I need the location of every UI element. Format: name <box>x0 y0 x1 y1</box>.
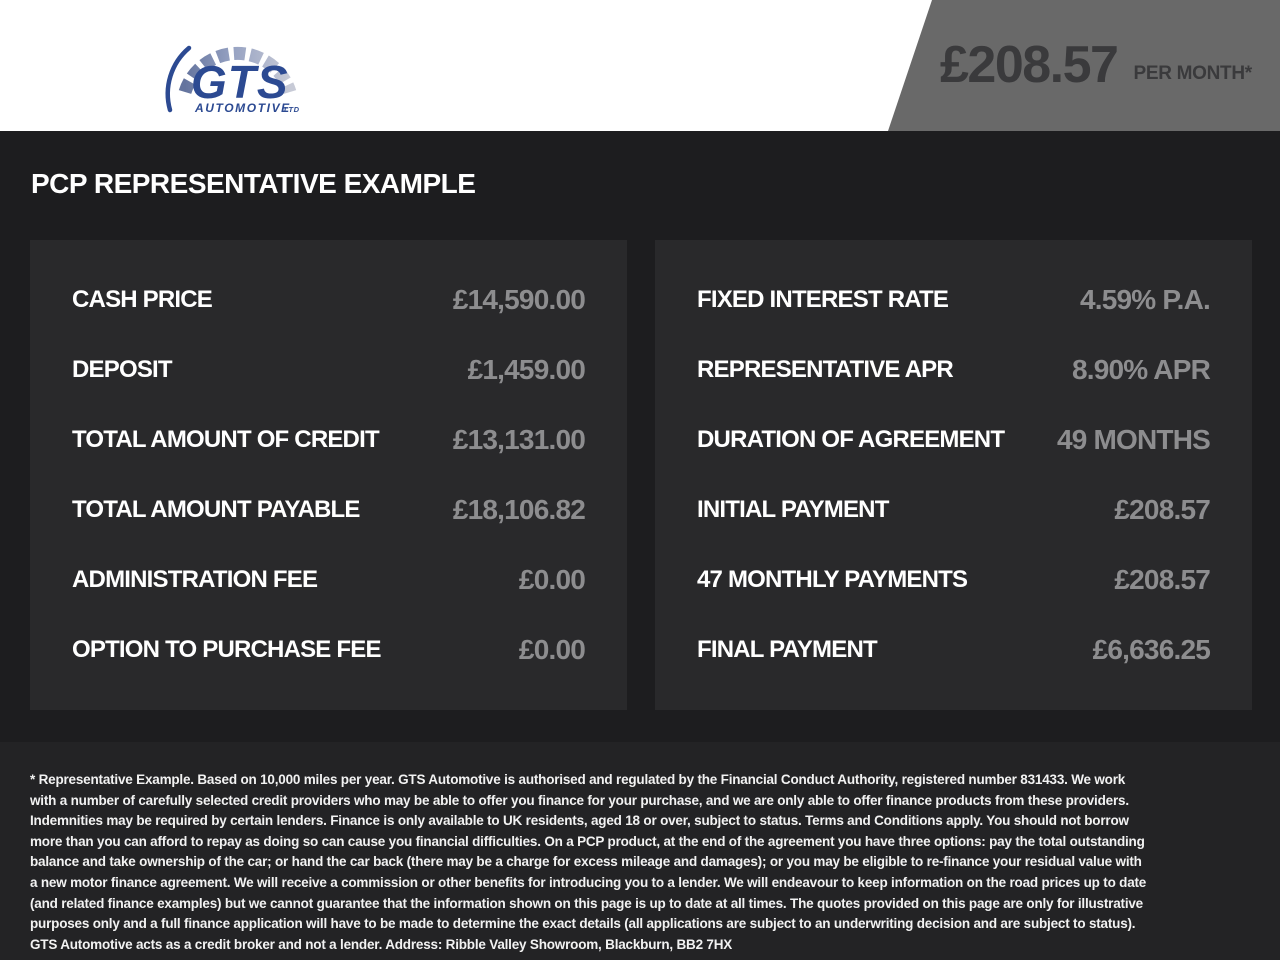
speedometer-arc-icon <box>178 46 297 95</box>
row-label: DEPOSIT <box>72 356 173 383</box>
finance-row-initial-payment: INITIAL PAYMENT £208.57 <box>697 475 1211 545</box>
row-value: £208.57 <box>1114 564 1210 595</box>
finance-row-total-credit: TOTAL AMOUNT OF CREDIT £13,131.00 <box>72 405 586 475</box>
page-title: PCP REPRESENTATIVE EXAMPLE <box>31 168 476 199</box>
row-label: REPRESENTATIVE APR <box>697 356 954 383</box>
finance-row-deposit: DEPOSIT £1,459.00 <box>72 335 586 405</box>
footer: * Representative Example. Based on 10,00… <box>0 742 1280 960</box>
header: GTS AUTOMOTIVE LTD £208.57 PER MONTH* <box>0 0 1280 131</box>
finance-row-cash-price: CASH PRICE £14,590.00 <box>72 265 586 335</box>
row-label: 47 MONTHLY PAYMENTS <box>697 566 968 593</box>
row-value: £14,590.00 <box>452 284 586 315</box>
row-value: 4.59% P.A. <box>1079 284 1211 315</box>
row-value: £18,106.82 <box>452 494 586 525</box>
disclaimer-text: * Representative Example. Based on 10,00… <box>30 772 1147 952</box>
row-value: 49 MONTHS <box>1056 424 1211 455</box>
row-label: DURATION OF AGREEMENT <box>697 426 1005 453</box>
row-label: INITIAL PAYMENT <box>697 496 889 523</box>
row-label: TOTAL AMOUNT OF CREDIT <box>72 426 380 453</box>
monthly-price: £208.57 <box>940 36 1119 94</box>
logo-sub-suffix-text: LTD <box>284 105 300 114</box>
finance-panel-left: CASH PRICE £14,590.00 DEPOSIT £1,459.00 … <box>30 240 627 710</box>
logo-sub-text: AUTOMOTIVE <box>194 101 291 115</box>
row-label: TOTAL AMOUNT PAYABLE <box>72 496 360 523</box>
row-value: £0.00 <box>518 634 586 665</box>
row-label: FIXED INTEREST RATE <box>697 286 949 313</box>
row-label: ADMINISTRATION FEE <box>72 566 318 593</box>
speedometer-needle-icon <box>165 45 192 113</box>
row-value: £6,636.25 <box>1092 634 1211 665</box>
main-section: PCP REPRESENTATIVE EXAMPLE CASH PRICE £1… <box>0 131 1280 742</box>
row-label: CASH PRICE <box>72 286 213 313</box>
finance-row-final-payment: FINAL PAYMENT £6,636.25 <box>697 615 1211 685</box>
finance-row-representative-apr: REPRESENTATIVE APR 8.90% APR <box>697 335 1211 405</box>
logo-brand-text: GTS <box>191 56 289 108</box>
finance-row-monthly-payments: 47 MONTHLY PAYMENTS £208.57 <box>697 545 1211 615</box>
row-value: £13,131.00 <box>452 424 586 455</box>
finance-row-fixed-interest-rate: FIXED INTEREST RATE 4.59% P.A. <box>697 265 1211 335</box>
finance-row-option-to-purchase-fee: OPTION TO PURCHASE FEE £0.00 <box>72 615 586 685</box>
finance-row-total-payable: TOTAL AMOUNT PAYABLE £18,106.82 <box>72 475 586 545</box>
row-value: £0.00 <box>518 564 586 595</box>
monthly-price-suffix: PER MONTH* <box>1133 63 1252 84</box>
finance-row-duration: DURATION OF AGREEMENT 49 MONTHS <box>697 405 1211 475</box>
row-value: £1,459.00 <box>467 354 586 385</box>
row-value: £208.57 <box>1114 494 1210 525</box>
finance-row-admin-fee: ADMINISTRATION FEE £0.00 <box>72 545 586 615</box>
finance-panel-right: FIXED INTEREST RATE 4.59% P.A. REPRESENT… <box>655 240 1252 710</box>
row-label: OPTION TO PURCHASE FEE <box>72 636 381 663</box>
row-label: FINAL PAYMENT <box>697 636 878 663</box>
gts-automotive-logo: GTS AUTOMOTIVE LTD <box>165 45 300 115</box>
monthly-price-banner: £208.57 PER MONTH* <box>888 0 1280 131</box>
row-value: 8.90% APR <box>1071 354 1211 385</box>
